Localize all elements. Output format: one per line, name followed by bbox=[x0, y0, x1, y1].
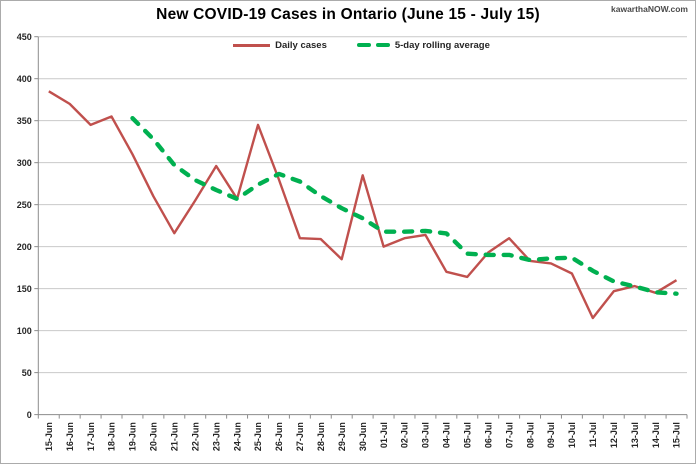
x-axis-tick-label: 11-Jul bbox=[588, 422, 598, 448]
x-axis-tick-label: 03-Jul bbox=[421, 422, 431, 448]
y-axis-tick-label: 300 bbox=[17, 158, 32, 168]
legend-item-rolling-average: 5-day rolling average bbox=[356, 39, 490, 51]
legend-item-daily-cases: Daily cases bbox=[233, 40, 327, 51]
x-axis-tick-label: 25-Jun bbox=[253, 422, 263, 451]
y-axis-tick-label: 450 bbox=[17, 32, 32, 42]
y-axis-tick-label: 350 bbox=[17, 116, 32, 126]
x-axis-tick-label: 16-Jun bbox=[65, 422, 75, 451]
y-axis-tick-label: 100 bbox=[17, 326, 32, 336]
x-axis-tick-label: 06-Jul bbox=[483, 422, 493, 448]
x-axis-tick-label: 12-Jul bbox=[609, 422, 619, 448]
x-axis-tick-label: 27-Jun bbox=[295, 422, 305, 451]
x-axis-tick-label: 30-Jun bbox=[358, 422, 368, 451]
x-axis-tick-label: 10-Jul bbox=[567, 422, 577, 448]
x-axis-tick-label: 15-Jun bbox=[44, 422, 54, 451]
daily-cases-line-swatch bbox=[233, 43, 271, 47]
x-axis-tick-label: 20-Jun bbox=[149, 422, 159, 451]
y-axis-tick-label: 0 bbox=[27, 410, 32, 420]
x-axis-tick-label: 19-Jun bbox=[128, 422, 138, 451]
dash-segment bbox=[375, 42, 390, 48]
x-axis-tick-label: 01-Jul bbox=[379, 422, 389, 448]
x-axis-tick-label: 15-Jul bbox=[672, 422, 682, 448]
y-axis-tick-label: 200 bbox=[17, 242, 32, 252]
x-axis-tick-label: 28-Jun bbox=[316, 422, 326, 451]
daily-cases-line bbox=[48, 90, 678, 320]
y-axis-tick-label: 50 bbox=[22, 368, 32, 378]
x-axis-tick-label: 29-Jun bbox=[337, 422, 347, 451]
y-axis-tick-label: 150 bbox=[17, 284, 32, 294]
x-axis-tick-label: 23-Jun bbox=[211, 422, 221, 451]
x-axis-tick-label: 24-Jun bbox=[232, 422, 242, 451]
y-axis-tick-label: 400 bbox=[17, 74, 32, 84]
dash-segment bbox=[356, 42, 371, 48]
watermark-text: kawarthaNOW.com bbox=[611, 4, 688, 14]
x-axis-tick-label: 09-Jul bbox=[546, 422, 556, 448]
legend-label-daily-cases: Daily cases bbox=[275, 39, 327, 51]
x-axis-tick-label: 07-Jul bbox=[504, 422, 514, 448]
y-axis-tick-label: 250 bbox=[17, 200, 32, 210]
x-axis-tick-label: 18-Jun bbox=[107, 422, 117, 451]
x-axis-tick-label: 13-Jul bbox=[630, 422, 640, 448]
rolling-average-line bbox=[130, 115, 679, 296]
x-axis-tick-label: 22-Jun bbox=[190, 422, 200, 451]
chart-title: New COVID-19 Cases in Ontario (June 15 -… bbox=[156, 6, 540, 23]
x-axis-tick-label: 04-Jul bbox=[442, 422, 452, 448]
x-axis-tick-label: 21-Jun bbox=[170, 422, 180, 451]
x-axis-tick-label: 08-Jul bbox=[525, 422, 535, 448]
x-axis-tick-label: 26-Jun bbox=[274, 422, 284, 451]
x-axis-tick-label: 14-Jul bbox=[651, 422, 661, 448]
chart-legend: Daily cases 5-day rolling average bbox=[38, 38, 685, 52]
legend-label-rolling-average: 5-day rolling average bbox=[394, 39, 490, 51]
x-axis-tick-label: 17-Jun bbox=[86, 422, 96, 451]
x-axis-tick-label: 02-Jul bbox=[400, 422, 410, 448]
rolling-average-dash-swatch bbox=[356, 42, 390, 48]
x-axis-tick-label: 05-Jul bbox=[462, 422, 472, 448]
